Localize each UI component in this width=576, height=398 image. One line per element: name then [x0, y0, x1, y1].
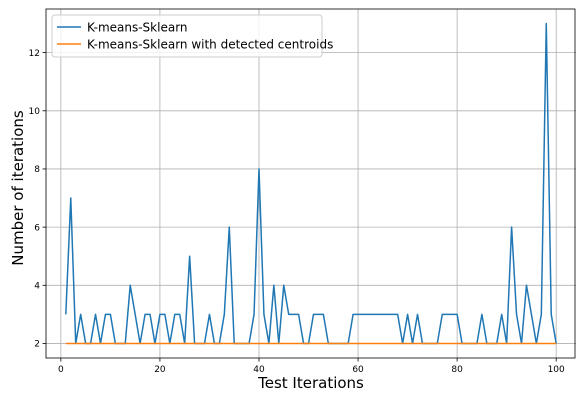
- x-tick-label: 0: [58, 365, 64, 375]
- x-axis-label: Test Iterations: [257, 374, 364, 392]
- legend: K-means-Sklearn K-means-Sklearn with det…: [51, 14, 333, 58]
- y-tick-label: 4: [34, 281, 40, 291]
- legend-box: [51, 14, 323, 58]
- axis-ticks: 0 20 40 60 80 100 2 4 6 8 10 12: [29, 49, 565, 375]
- x-tick-label: 60: [352, 365, 364, 375]
- y-axis-label: Number of iterations: [9, 110, 27, 266]
- x-tick-label: 100: [548, 365, 565, 375]
- y-tick-label: 10: [29, 107, 41, 117]
- x-tick-label: 80: [451, 365, 463, 375]
- x-tick-label: 40: [253, 365, 265, 375]
- legend-label-series-2: K-means-Sklearn with detected centroids: [87, 38, 333, 52]
- y-tick-label: 6: [34, 223, 40, 233]
- y-tick-label: 2: [34, 340, 40, 350]
- series-lines: [65, 22, 557, 345]
- y-tick-label: 8: [34, 165, 40, 175]
- legend-label-series-1: K-means-Sklearn: [87, 21, 188, 35]
- y-tick-label: 12: [29, 49, 40, 59]
- plot-frame: [45, 8, 576, 359]
- x-tick-label: 20: [154, 365, 166, 375]
